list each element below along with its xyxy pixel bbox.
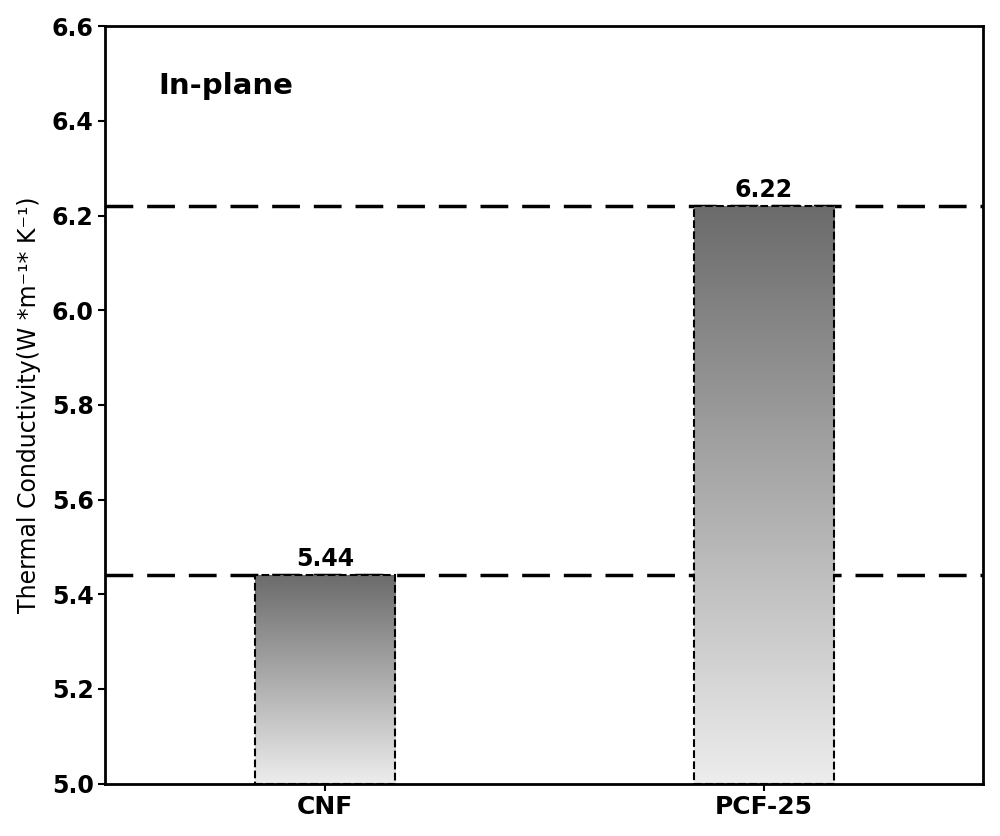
Y-axis label: Thermal Conductivity(W *m⁻¹* K⁻¹): Thermal Conductivity(W *m⁻¹* K⁻¹) xyxy=(17,196,41,613)
Text: In-plane: In-plane xyxy=(158,72,293,99)
Bar xyxy=(694,206,834,783)
Text: 5.44: 5.44 xyxy=(296,548,354,572)
Text: 6.22: 6.22 xyxy=(735,178,793,202)
Bar xyxy=(255,575,395,783)
